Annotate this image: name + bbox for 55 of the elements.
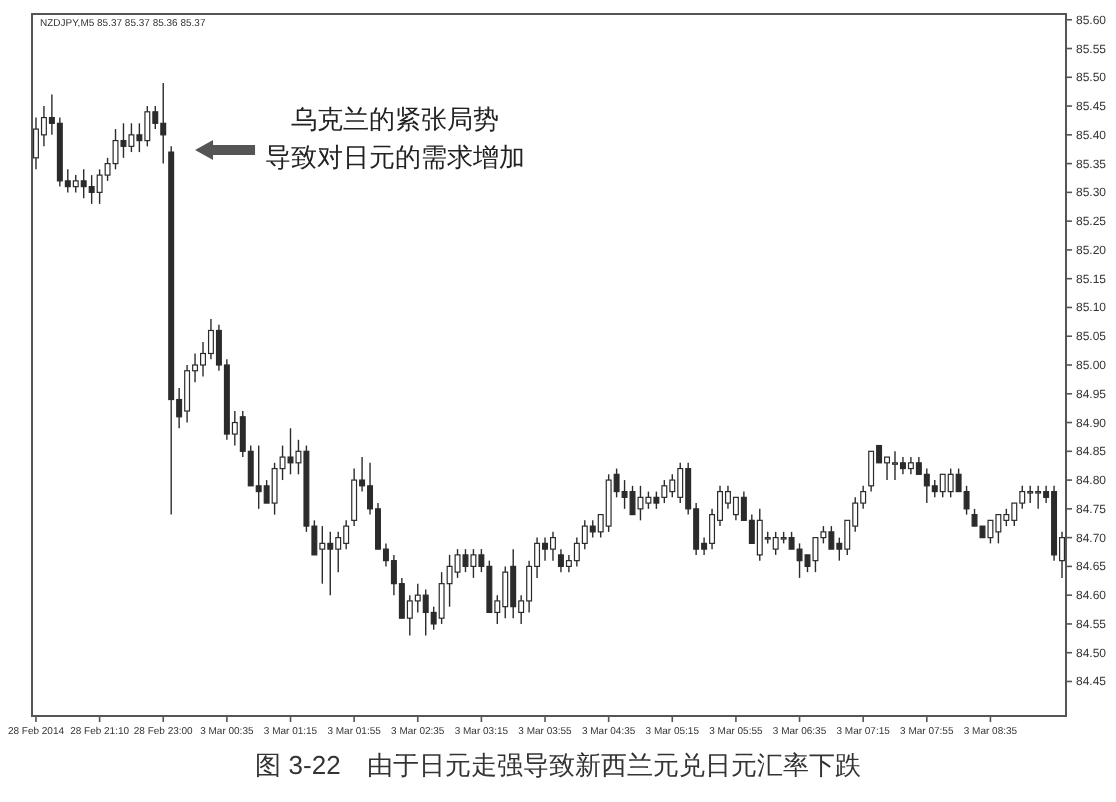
candlestick bbox=[542, 536, 549, 562]
caption: 图 3-22 由于日元走强导致新西兰元兑日元汇率下跌 bbox=[255, 750, 861, 780]
candlestick bbox=[1035, 485, 1042, 510]
candlestick bbox=[549, 531, 556, 562]
candlestick bbox=[438, 571, 445, 625]
candlestick bbox=[351, 467, 358, 527]
candlestick bbox=[828, 525, 835, 550]
candlestick bbox=[661, 479, 668, 504]
candlestick bbox=[677, 462, 684, 504]
candlestick bbox=[868, 450, 875, 493]
candlestick bbox=[796, 542, 803, 579]
candlestick bbox=[605, 473, 612, 533]
candlestick bbox=[319, 525, 326, 585]
candlestick bbox=[96, 168, 103, 205]
candlestick bbox=[629, 485, 636, 516]
candlestick bbox=[327, 531, 334, 596]
candlestick bbox=[207, 318, 214, 360]
candlestick bbox=[732, 496, 739, 522]
candlestick bbox=[995, 513, 1002, 545]
candlestick bbox=[128, 122, 135, 153]
candlestick bbox=[271, 462, 278, 516]
candlestick bbox=[470, 548, 477, 579]
candlestick bbox=[454, 548, 461, 579]
candlestick bbox=[621, 479, 628, 510]
candlestick bbox=[287, 427, 294, 476]
candlestick bbox=[923, 467, 930, 504]
candlestick bbox=[892, 450, 898, 481]
candlestick bbox=[486, 559, 493, 614]
candlestick bbox=[557, 548, 564, 573]
candlestick bbox=[987, 519, 994, 545]
annotation: 乌克兰的紧张局势 bbox=[291, 104, 500, 134]
candlestick bbox=[335, 531, 342, 573]
candlestick bbox=[120, 122, 127, 159]
candlestick bbox=[947, 467, 954, 499]
candlestick bbox=[88, 174, 95, 205]
candlestick bbox=[160, 82, 167, 165]
candlestick bbox=[343, 519, 350, 550]
candlestick bbox=[462, 548, 469, 573]
candlestick bbox=[756, 508, 763, 562]
candlestick bbox=[772, 531, 779, 556]
candlestick bbox=[80, 168, 87, 199]
candlestick bbox=[939, 473, 946, 499]
candlestick bbox=[637, 485, 644, 522]
annotation: 导致对日元的需求增加 bbox=[265, 142, 526, 172]
candlestick bbox=[502, 565, 509, 619]
candlestick bbox=[414, 582, 421, 614]
candlestick bbox=[32, 116, 39, 171]
candlestick bbox=[510, 548, 517, 619]
candlestick bbox=[184, 364, 191, 424]
candlestick bbox=[422, 588, 429, 637]
candlestick bbox=[144, 105, 151, 148]
candlestick bbox=[112, 128, 119, 171]
candlestick bbox=[669, 473, 676, 499]
candlestick bbox=[812, 536, 819, 573]
candlestick bbox=[255, 444, 262, 510]
